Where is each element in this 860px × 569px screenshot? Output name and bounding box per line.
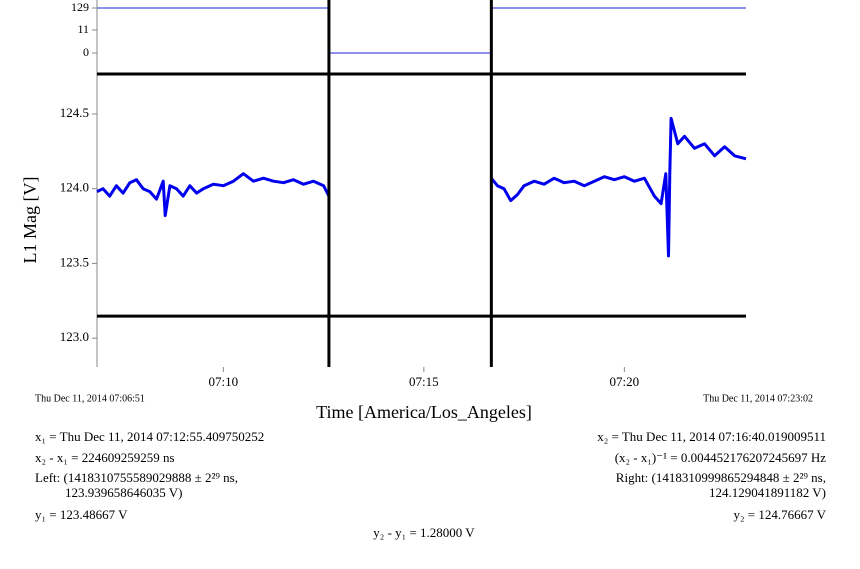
x-tick-label: 07:20 <box>610 374 640 389</box>
x-start-label: Thu Dec 11, 2014 07:06:51 <box>35 393 145 404</box>
readout: y₁ = 123.48667 V <box>35 507 128 522</box>
y-tick-label: 129 <box>71 0 89 14</box>
readout: Right: (1418310999865294848 ± 2²⁹ ns, <box>616 470 826 485</box>
data-line <box>96 116 747 258</box>
y-tick-label: 124.0 <box>60 180 89 195</box>
x-tick-label: 07:10 <box>209 374 239 389</box>
y-tick-label: 124.5 <box>60 105 89 120</box>
readout: Left: (1418310755589029888 ± 2²⁹ ns, <box>35 470 238 485</box>
y-axis-label: L1 Mag [V] <box>20 177 40 264</box>
readout: 124.129041891182 V) <box>709 485 826 500</box>
readout: y₂ - y₁ = 1.28000 V <box>373 525 475 540</box>
y-tick-label: 123.5 <box>60 254 89 269</box>
readout: (x₂ - x₁)⁻¹ = 0.004452176207245697 Hz <box>615 450 827 465</box>
y-tick-label: 123.0 <box>60 329 89 344</box>
readout: x₂ = Thu Dec 11, 2014 07:16:40.019009511 <box>597 429 826 444</box>
readout: 123.939658646035 V) <box>65 485 182 500</box>
x-tick-label: 07:15 <box>409 374 439 389</box>
readout: x₁ = Thu Dec 11, 2014 07:12:55.409750252 <box>35 429 264 444</box>
readout: x₂ - x₁ = 224609259259 ns <box>35 450 175 465</box>
x-end-label: Thu Dec 11, 2014 07:23:02 <box>703 393 813 404</box>
y-tick-label: 0 <box>83 45 89 59</box>
x-axis-label: Time [America/Los_Angeles] <box>316 402 532 422</box>
readout: y₂ = 124.76667 V <box>733 507 826 522</box>
y-tick-label: 11 <box>77 22 89 36</box>
